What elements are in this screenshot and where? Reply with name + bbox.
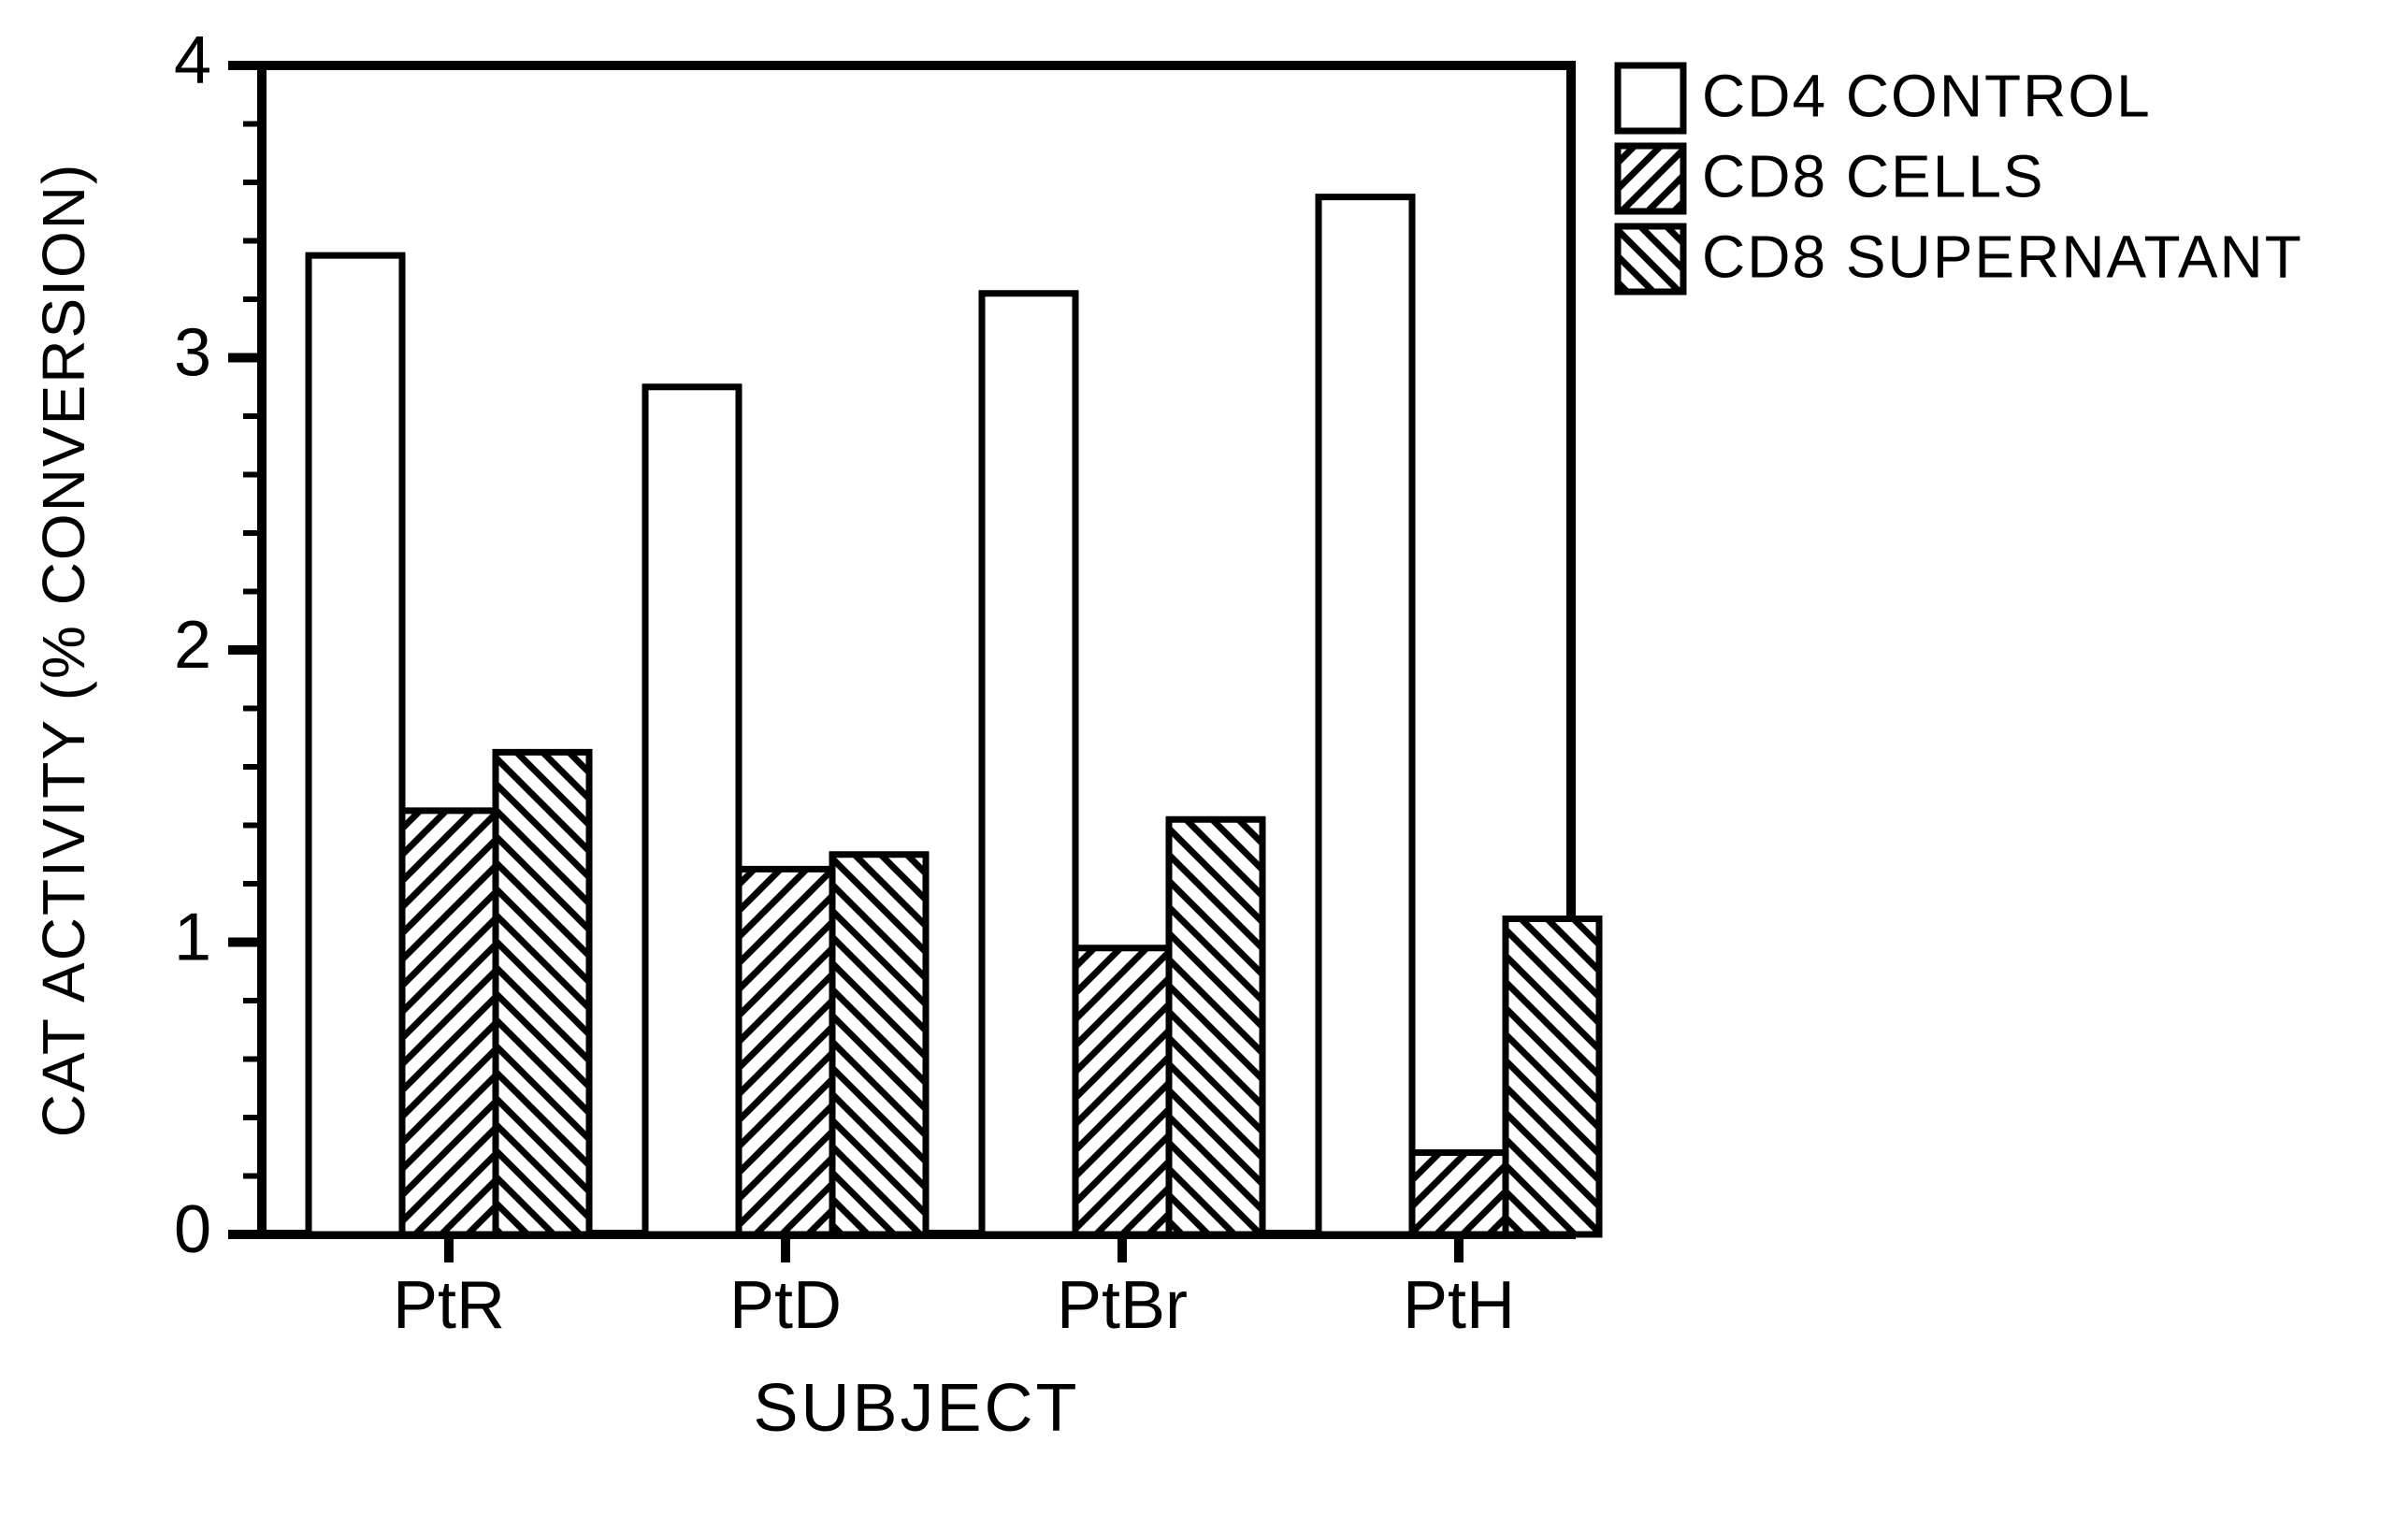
legend-swatch xyxy=(1618,146,1683,211)
bar xyxy=(739,869,832,1234)
legend-swatch xyxy=(1618,226,1683,292)
bar xyxy=(496,752,589,1234)
bar xyxy=(1075,948,1169,1234)
bar xyxy=(645,387,739,1234)
legend-swatch xyxy=(1618,65,1683,131)
bar xyxy=(982,294,1075,1234)
x-tick-label: PtBr xyxy=(1057,1268,1188,1343)
bar xyxy=(402,811,496,1234)
bar xyxy=(1319,197,1412,1234)
y-tick-label: 2 xyxy=(174,608,211,683)
bar xyxy=(832,855,926,1234)
bar xyxy=(1506,919,1599,1235)
bar xyxy=(1412,1153,1506,1235)
y-tick-label: 0 xyxy=(174,1192,211,1267)
chart-container: 0 1 2 3 4 CAT ACTIVITY (% CONVERSION) PtR PtD Pt… xyxy=(0,0,2408,1529)
y-tick-label: 3 xyxy=(174,316,211,391)
legend-label: CD8 SUPERNATANT xyxy=(1702,224,2303,291)
bar xyxy=(309,255,402,1234)
y-axis-label: CAT ACTIVITY (% CONVERSION) xyxy=(30,163,97,1138)
x-tick-label: PtD xyxy=(729,1268,842,1343)
legend-label: CD4 CONTROL xyxy=(1702,63,2152,130)
x-axis-label: SUBJECT xyxy=(753,1371,1079,1446)
y-tick-label: 1 xyxy=(174,901,211,975)
legend-label: CD8 CELLS xyxy=(1702,143,2045,210)
x-tick-label: PtH xyxy=(1403,1268,1515,1343)
bar-chart: 0 1 2 3 4 CAT ACTIVITY (% CONVERSION) PtR PtD Pt… xyxy=(0,0,2408,1529)
bar xyxy=(1169,819,1262,1234)
y-tick-label: 4 xyxy=(174,23,211,98)
x-tick-label: PtR xyxy=(393,1268,505,1343)
